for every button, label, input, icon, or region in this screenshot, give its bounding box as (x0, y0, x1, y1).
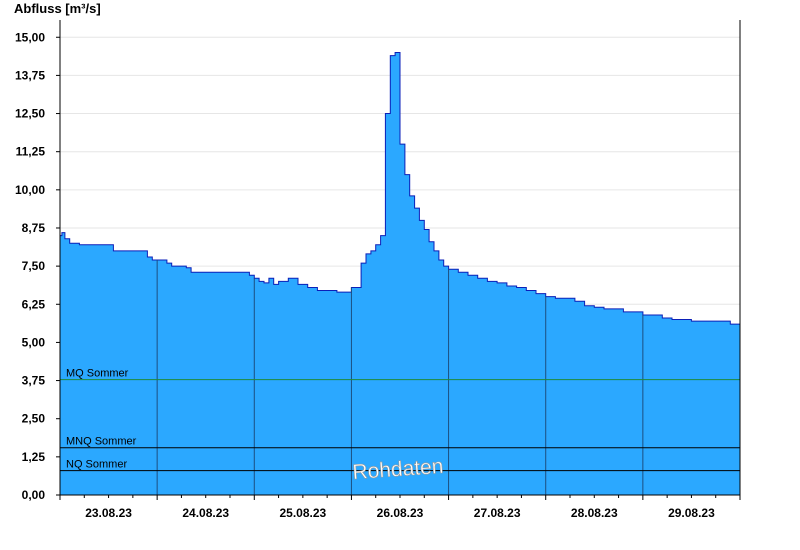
y-tick-label: 15,00 (15, 30, 45, 44)
day-separator-lines (156, 260, 644, 495)
y-axis-label: Abfluss [m³/s] (14, 1, 101, 16)
reference-line-label: NQ Sommer (66, 459, 127, 471)
discharge-area (60, 52, 740, 495)
x-tick-label: 26.08.23 (377, 506, 424, 520)
y-tick-label: 13,75 (15, 68, 45, 82)
y-tick-label: 5,00 (22, 335, 46, 349)
x-tick-labels: 23.08.23 24.08.23 25.08.23 26.08.23 27.08.23… (59, 495, 741, 520)
discharge-line (60, 52, 741, 326)
y-tick-label: 7,50 (22, 259, 46, 273)
reference-line-label: MQ Sommer (66, 368, 129, 380)
y-tick-label: 10,00 (15, 183, 45, 197)
y-tick-label: 12,50 (15, 107, 45, 121)
y-tick-label: 8,75 (22, 221, 46, 235)
x-tick-label: 27.08.23 (474, 506, 521, 520)
x-tick-label: 28.08.23 (571, 506, 618, 520)
x-tick-label: 23.08.23 (85, 506, 132, 520)
y-tick-label: 2,50 (22, 412, 46, 426)
y-tick-label: 11,25 (16, 145, 46, 159)
y-tick-label: 0,00 (22, 488, 46, 502)
reference-line-label: MNQ Sommer (66, 436, 137, 448)
x-tick-label: 29.08.23 (668, 506, 715, 520)
y-tick-label: 6,25 (22, 297, 46, 311)
x-tick-label: 25.08.23 (279, 506, 326, 520)
y-tick-label: 3,75 (22, 374, 46, 388)
y-tick-label: 1,25 (22, 450, 46, 464)
y-tick-labels: 0,00 1,25 2,50 3,75 5,00 6,25 7,50 8,75 10,00 11,… (15, 30, 60, 502)
x-tick-label: 24.08.23 (182, 506, 229, 520)
reference-lines: MQ Sommer MNQ Sommer NQ Sommer (60, 368, 740, 472)
